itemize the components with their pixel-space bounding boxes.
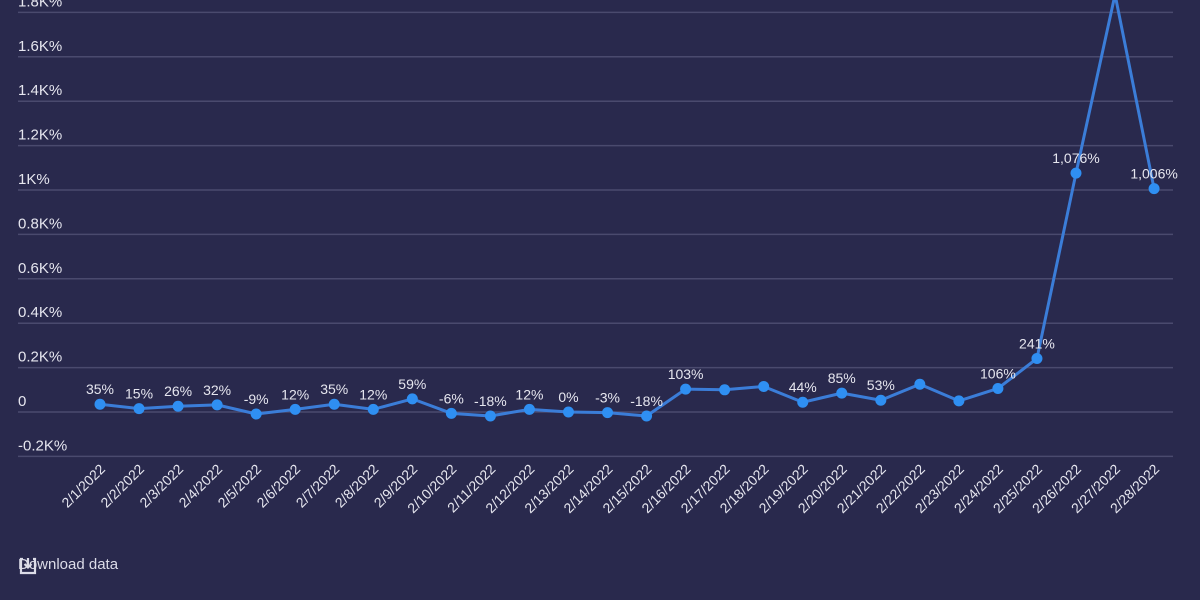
data-point (172, 400, 184, 412)
download-data-button[interactable]: Download data (18, 556, 119, 575)
data-label: 53% (867, 377, 895, 393)
download-data-label: Download data (18, 556, 119, 573)
data-point (641, 410, 653, 422)
data-point (328, 398, 340, 410)
data-point (406, 393, 418, 405)
data-label: 106% (980, 365, 1016, 381)
data-point (875, 394, 887, 406)
y-tick-label: 0 (18, 393, 26, 410)
data-point (680, 383, 692, 395)
data-label: -9% (244, 391, 269, 407)
data-point (367, 403, 379, 415)
data-label: -6% (439, 390, 464, 406)
y-tick-label: -0.2K% (18, 437, 67, 454)
y-tick-label: 1.2K% (18, 127, 62, 144)
data-label: 15% (125, 386, 153, 402)
data-point (445, 407, 457, 419)
data-point (992, 382, 1004, 394)
data-point (1148, 183, 1160, 195)
data-point (562, 406, 574, 418)
data-label: 59% (398, 376, 426, 392)
data-point (289, 403, 301, 415)
data-point (250, 408, 262, 420)
y-tick-label: 0.6K% (18, 260, 62, 277)
y-tick-label: 1.6K% (18, 38, 62, 55)
data-label: 44% (789, 379, 817, 395)
data-label: 12% (359, 386, 387, 402)
data-label: 1,076% (1052, 150, 1099, 166)
y-tick-label: 0.4K% (18, 304, 62, 321)
y-tick-label: 0.8K% (18, 215, 62, 232)
data-point (758, 380, 770, 392)
data-label: -18% (474, 393, 507, 409)
y-tick-label: 0.2K% (18, 349, 62, 366)
data-label: 35% (86, 381, 114, 397)
data-label: 12% (515, 386, 543, 402)
data-point (1031, 352, 1043, 364)
data-label: -3% (595, 390, 620, 406)
data-point (602, 407, 614, 419)
download-icon (19, 557, 37, 575)
data-label: 85% (828, 370, 856, 386)
y-tick-label: 1.4K% (18, 82, 62, 99)
data-label: 12% (281, 386, 309, 402)
data-point (1070, 167, 1082, 179)
data-point (484, 410, 496, 422)
data-point (914, 378, 926, 390)
series-line (99, 0, 1156, 418)
data-point (836, 387, 848, 399)
data-label: 1,006% (1130, 166, 1177, 182)
data-label: 0% (558, 389, 578, 405)
data-label: 241% (1019, 335, 1055, 351)
data-label: -18% (630, 393, 663, 409)
line-chart: -0.2K% 0 0.2K% 0.4K% 0.6K% 0.8K% 1K% 1.2K% 1.4K%… (18, 0, 1178, 516)
data-label: 32% (203, 382, 231, 398)
data-point (211, 399, 223, 411)
y-tick-label: 1.8K% (18, 0, 62, 10)
data-point (523, 403, 535, 415)
data-point (94, 398, 106, 410)
data-label: 103% (668, 366, 704, 382)
data-label: 35% (320, 381, 348, 397)
data-label: 26% (164, 383, 192, 399)
y-tick-label: 1K% (18, 171, 50, 188)
data-point (719, 384, 731, 396)
data-point (953, 395, 965, 407)
data-point (133, 403, 145, 415)
data-point (797, 396, 809, 408)
